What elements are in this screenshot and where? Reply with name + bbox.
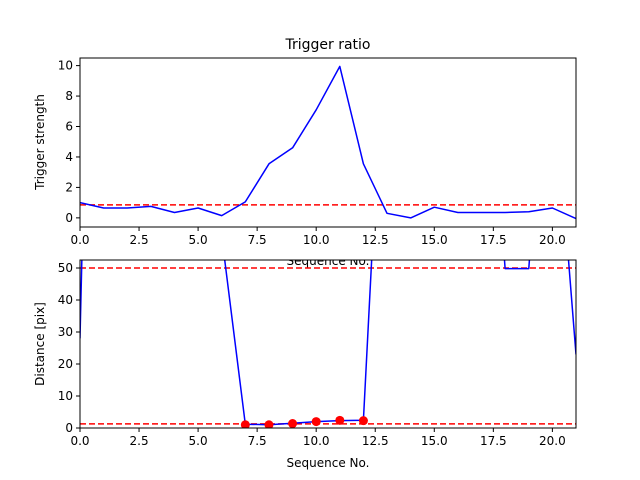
y-tick-label: 40 xyxy=(58,293,73,307)
axis-ticks: 0.0 2.5 5.0 7.5 10.0 12.5 15.0 17.5 20.0 0 10 20 30 4… xyxy=(58,261,566,448)
x-tick-label: 17.5 xyxy=(480,434,507,448)
x-tick-label: 17.5 xyxy=(480,233,507,247)
axes-frame xyxy=(79,57,577,228)
x-tick-label: 2.5 xyxy=(130,233,149,247)
x-tick-label: 5.0 xyxy=(189,434,208,448)
x-tick-label: 12.5 xyxy=(362,434,389,448)
x-tick-label: 5.0 xyxy=(189,233,208,247)
axes-frame xyxy=(79,259,577,429)
data-point xyxy=(240,420,250,428)
x-tick-label: 7.5 xyxy=(248,434,267,448)
y-tick-label: 30 xyxy=(58,325,73,339)
y-tick-label: 2 xyxy=(65,180,73,194)
y-tick-label: 20 xyxy=(58,357,73,371)
data-point xyxy=(311,417,321,427)
x-tick-label: 10.0 xyxy=(303,233,330,247)
x-tick-label: 20.0 xyxy=(539,233,566,247)
y-tick-label: 4 xyxy=(65,150,73,164)
y-tick-label: 10 xyxy=(58,59,73,73)
x-tick-label: 0.0 xyxy=(70,434,89,448)
data-point xyxy=(358,416,368,426)
y-tick-label: 0 xyxy=(65,421,73,435)
bottom-chart-panel: Distance [pix] Sequence No. 0.0 2.5 5.0 7.5… xyxy=(33,252,577,470)
series-line xyxy=(80,260,576,426)
chart-title: Trigger ratio xyxy=(284,37,370,53)
x-tick-label: 7.5 xyxy=(248,233,267,247)
label-mask xyxy=(270,252,390,260)
plot-area xyxy=(80,260,576,428)
x-tick-label: 15.0 xyxy=(421,233,448,247)
y-tick-label: 10 xyxy=(58,389,73,403)
x-tick-label: 12.5 xyxy=(362,233,389,247)
y-tick-label: 8 xyxy=(65,89,73,103)
x-tick-label: 10.0 xyxy=(303,434,330,448)
x-tick-label: 2.5 xyxy=(130,434,149,448)
x-tick-label: 0.0 xyxy=(70,233,89,247)
y-tick-label: 0 xyxy=(65,211,73,225)
x-tick-label: 15.0 xyxy=(421,434,448,448)
y-tick-label: 50 xyxy=(58,261,73,275)
plot-area xyxy=(80,65,576,220)
y-axis-label: Distance [pix] xyxy=(33,302,47,386)
top-chart-panel: Trigger ratio Trigger strength Sequence … xyxy=(33,37,577,268)
y-axis-label: Trigger strength xyxy=(33,94,47,191)
axis-ticks: 0.0 2.5 5.0 7.5 10.0 12.5 15.0 17.5 20.0 0 2 4 6 8 10 xyxy=(58,59,566,247)
data-point xyxy=(335,415,345,425)
data-point xyxy=(288,419,298,428)
x-tick-label: 20.0 xyxy=(539,434,566,448)
y-tick-label: 6 xyxy=(65,120,73,134)
x-axis-label: Sequence No. xyxy=(287,456,370,470)
data-point xyxy=(264,420,274,428)
series-line xyxy=(80,65,576,220)
